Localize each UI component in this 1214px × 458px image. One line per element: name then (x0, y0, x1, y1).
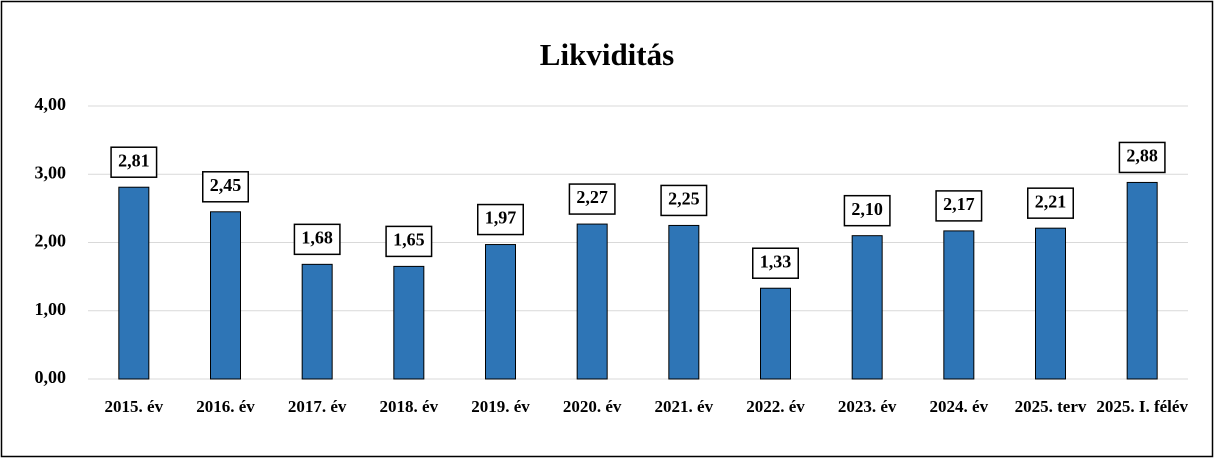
x-tick-label: 2020. év (562, 397, 622, 416)
data-label-box (202, 171, 249, 203)
data-label: 2,17 (943, 194, 975, 214)
bar (301, 263, 333, 380)
x-tick-label: 2018. év (379, 397, 439, 416)
bar (1126, 181, 1158, 380)
bar (210, 211, 241, 380)
x-tick-label: 2017. év (287, 397, 347, 416)
y-tick-label: 2,00 (35, 231, 67, 251)
data-label: 2,45 (210, 175, 242, 195)
x-tick-label: 2023. év (837, 397, 897, 416)
data-label-box (1118, 141, 1166, 174)
bar (943, 230, 975, 380)
bar (576, 223, 608, 380)
data-label: 2,21 (1035, 191, 1067, 211)
x-tick-label: 2024. év (929, 397, 989, 416)
data-label: 2,81 (118, 150, 150, 170)
data-label: 1,97 (485, 208, 517, 228)
bar (118, 186, 150, 380)
bar (668, 224, 700, 380)
bar (485, 244, 516, 380)
y-tick-label: 0,00 (35, 367, 67, 387)
y-tick-label: 4,00 (35, 94, 67, 114)
x-tick-label: 2025. terv (1014, 397, 1087, 416)
data-label: 2,88 (1126, 146, 1158, 166)
data-label-box (293, 223, 341, 256)
y-tick-label: 1,00 (35, 299, 67, 319)
x-tick-label: 2021. év (654, 397, 714, 416)
data-label: 1,68 (301, 227, 333, 247)
x-tick-label: 2022. év (746, 397, 805, 416)
data-label-box (935, 190, 983, 222)
data-label-box (110, 146, 158, 178)
data-label-box (660, 184, 708, 217)
data-label: 1,65 (393, 230, 425, 250)
data-label: 2,10 (851, 199, 883, 219)
data-label: 1,33 (760, 251, 792, 271)
y-tick-label: 3,00 (35, 162, 67, 182)
data-label: 2,25 (668, 189, 700, 209)
data-label-box (843, 194, 891, 227)
data-label-box (477, 203, 524, 236)
bar (851, 235, 883, 380)
x-tick-label: 2025. I. félév (1096, 397, 1188, 416)
data-label-box (1027, 187, 1074, 219)
x-tick-label: 2016. év (196, 397, 255, 416)
data-label-box (568, 183, 616, 215)
bar (1035, 227, 1066, 380)
chart-title: Likviditás (540, 37, 674, 72)
data-label-box (752, 247, 799, 279)
data-label: 2,27 (576, 187, 608, 207)
x-tick-label: 2019. év (471, 397, 530, 416)
x-tick-label: 2015. év (104, 397, 164, 416)
bar (760, 287, 791, 380)
data-label-box (385, 225, 433, 258)
bar (393, 265, 425, 380)
